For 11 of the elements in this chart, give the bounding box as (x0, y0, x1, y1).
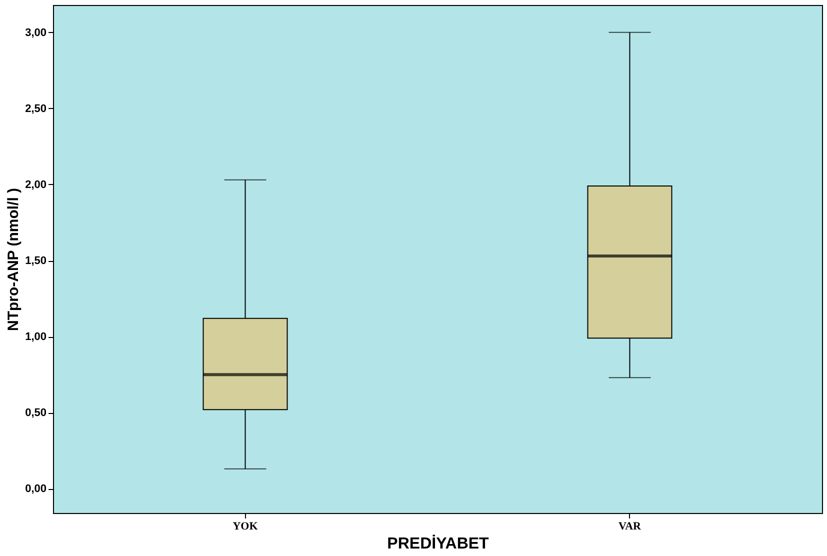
y-tick-label: 1,50 (25, 255, 46, 268)
y-tick-label: 0,00 (25, 483, 46, 496)
y-tick-label: 1,00 (25, 331, 46, 344)
y-tick-label: 2,00 (25, 178, 46, 191)
y-tick-label: 3,00 (25, 26, 46, 39)
x-axis-title: PREDİYABET (387, 534, 490, 552)
y-tick-label: 0,50 (25, 407, 46, 420)
x-tick-label: YOK (232, 520, 258, 532)
y-axis-title: NTpro-ANP (nmol/l ) (5, 188, 22, 332)
x-tick-label: VAR (618, 520, 642, 532)
y-tick-label: 2,50 (25, 102, 46, 115)
